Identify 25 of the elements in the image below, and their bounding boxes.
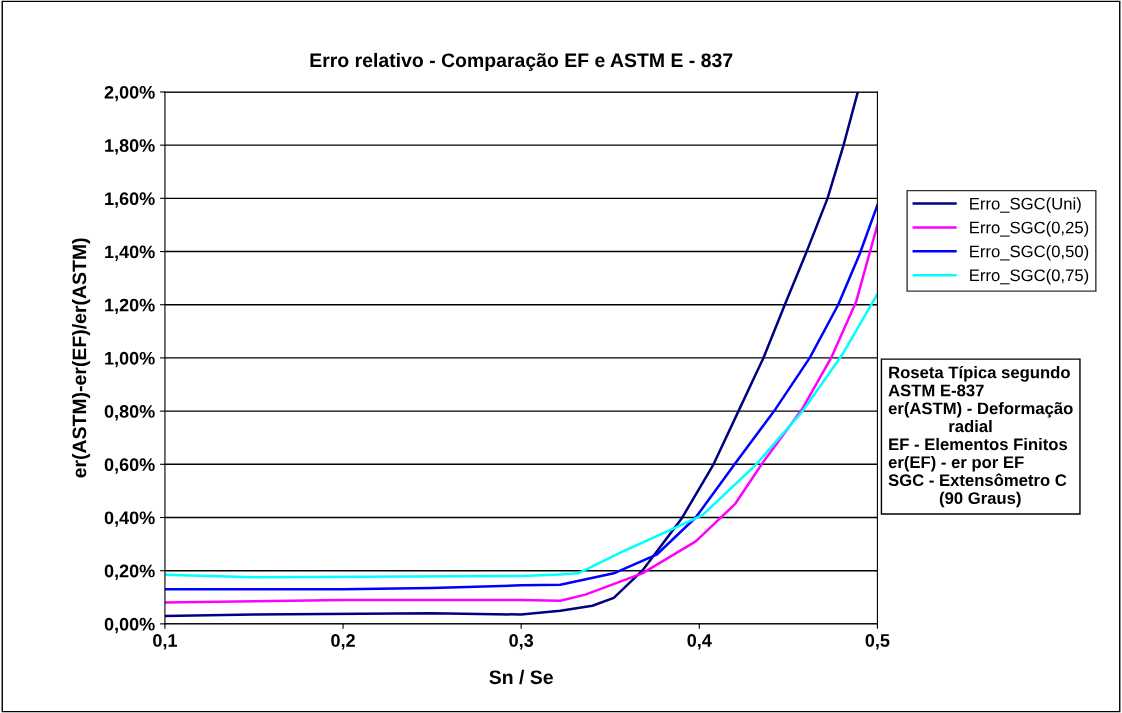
y-tick-label: 0,20% bbox=[104, 564, 155, 581]
x-axis-title: Sn / Se bbox=[489, 669, 553, 685]
x-tick-label: 0,2 bbox=[331, 634, 355, 650]
y-tick-label: 1,20% bbox=[105, 298, 155, 315]
line-series bbox=[164, 91, 860, 618]
y-tick-label: 1,60% bbox=[105, 192, 155, 208]
legend-label: Erro_SGC(Uni) bbox=[970, 197, 1081, 213]
y-tick-label: 0,00% bbox=[104, 617, 155, 634]
chart-title: Erro relativo - Comparação EF e ASTM E - 837 bbox=[310, 52, 733, 72]
y-tick-label: 1,00% bbox=[105, 351, 155, 368]
x-tick-label: 0,3 bbox=[509, 634, 534, 650]
x-tick-label: 0,5 bbox=[865, 634, 890, 650]
legend-label: Erro_SGC(0,25) bbox=[970, 221, 1089, 237]
legend-label: Erro_SGC(0,75) bbox=[970, 268, 1089, 285]
y-tick-label: 2,00% bbox=[104, 85, 155, 102]
x-tick-label: 0,1 bbox=[153, 634, 177, 650]
legend-label: Erro_SGC(0,50) bbox=[970, 245, 1089, 261]
y-tick-label: 0,80% bbox=[104, 405, 155, 421]
text: Roseta Típica segundo ASTM E-837 er(ASTM) - Deformação radial EF - Elementos Finitos er(EF) - er por EF SGC - Extensômetro C (90 Graus) bbox=[888, 365, 1073, 508]
y-axis-title: er(ASTM)-er(EF)/er(ASTM) bbox=[72, 238, 91, 478]
y-tick-label: 0,40% bbox=[104, 511, 155, 527]
y-tick-label: 0,60% bbox=[104, 458, 155, 474]
y-tick-label: 1,80% bbox=[105, 139, 155, 155]
y-tick-label: 1,40% bbox=[105, 245, 155, 261]
x-tick-label: 0,4 bbox=[687, 634, 712, 650]
